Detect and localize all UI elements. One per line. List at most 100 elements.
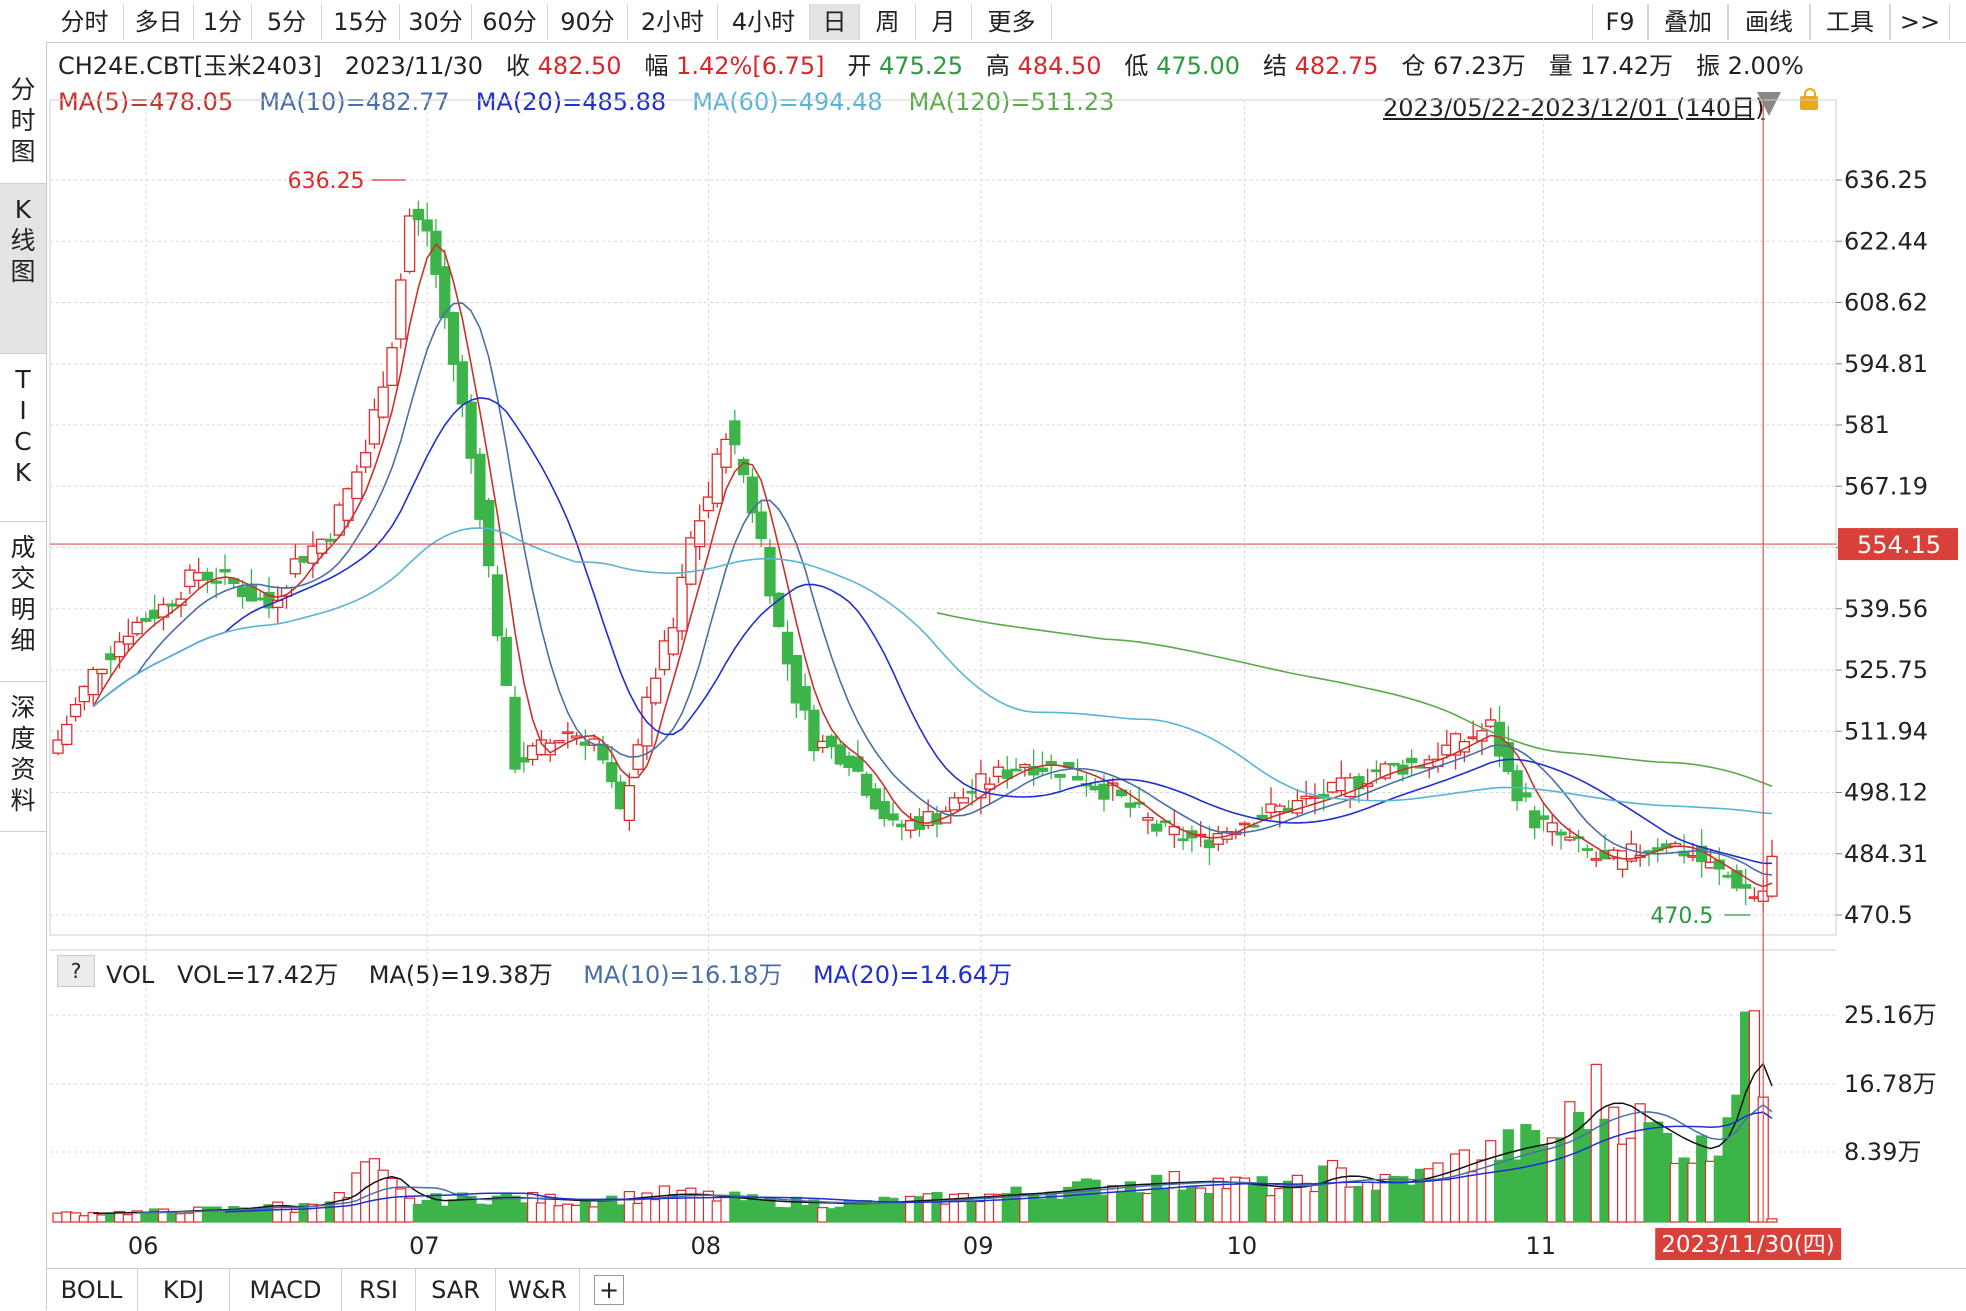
tool-3[interactable]: 工具 (1810, 4, 1890, 40)
candle-body (553, 739, 565, 744)
indicator-tab-6[interactable]: + (594, 1275, 624, 1305)
candle-body (1379, 763, 1391, 779)
indicator-tab-3[interactable]: RSI (342, 1269, 416, 1311)
indicator-tab-4[interactable]: SAR (416, 1269, 496, 1311)
period-9[interactable]: 4小时 (718, 4, 810, 40)
candle-body (1133, 801, 1145, 805)
candle-body (1124, 802, 1136, 808)
kline-chart[interactable]: 636.25 622.44 608.62 594.81 581 567.19 539.56 5… (0, 0, 1966, 1268)
candle-body (324, 538, 337, 542)
month-label: 08 (690, 1232, 721, 1260)
candle-body (509, 696, 521, 770)
period-8[interactable]: 2小时 (628, 4, 718, 40)
candle-body (711, 453, 723, 504)
candle-body (210, 580, 222, 584)
period-4[interactable]: 15分 (322, 4, 400, 40)
candle-body (1555, 831, 1567, 836)
candle-body (861, 773, 873, 796)
candle-body (307, 545, 319, 564)
candle-body (1537, 815, 1550, 820)
candle-body (483, 499, 495, 567)
candle-body (113, 641, 126, 658)
candle-body (887, 813, 899, 821)
low-value: 475.00 (1156, 52, 1241, 80)
indicator-tab-1[interactable]: KDJ (138, 1269, 230, 1311)
candle-body (368, 409, 381, 445)
candle-body (474, 453, 486, 520)
tool-1[interactable]: 叠加 (1648, 4, 1728, 40)
tool-2[interactable]: 画线 (1728, 4, 1810, 40)
candle-body (456, 361, 468, 405)
vol-ma-line (137, 1103, 1773, 1214)
period-5[interactable]: 30分 (400, 4, 472, 40)
ma-legend-4: MA(120)=511.23 (908, 88, 1115, 116)
candle-body (544, 742, 556, 756)
period-11[interactable]: 周 (860, 4, 916, 40)
candle-body (1581, 848, 1594, 851)
period-7[interactable]: 90分 (548, 4, 628, 40)
candle-body (1151, 823, 1163, 832)
tool-0[interactable]: F9 (1592, 4, 1648, 40)
period-6[interactable]: 60分 (472, 4, 548, 40)
candle-body (1546, 822, 1558, 833)
candle-body (1054, 773, 1066, 778)
left-tab-0[interactable]: 分时图 (0, 64, 46, 184)
period-1[interactable]: 多日 (124, 4, 194, 40)
month-label: 11 (1525, 1232, 1556, 1260)
ma-legend-2: MA(20)=485.88 (475, 88, 667, 116)
candle-body (834, 744, 846, 765)
candle-body (773, 592, 785, 627)
help-icon[interactable]: ? (57, 955, 95, 987)
candle-body (201, 571, 214, 581)
period-3[interactable]: 5分 (252, 4, 322, 40)
price-tick: 539.56 (1844, 595, 1928, 623)
crosshair-price-box (1838, 528, 1958, 561)
candle-body (96, 668, 108, 675)
low-annotation: 470.5 (1650, 904, 1713, 929)
candle-body (447, 312, 460, 365)
period-2[interactable]: 1分 (194, 4, 252, 40)
candle-body (491, 574, 504, 637)
ma20-line (92, 396, 1772, 865)
candle-body (1502, 741, 1514, 773)
period-0[interactable]: 分时 (46, 4, 124, 40)
candle-body (316, 538, 328, 554)
vol-ma10: MA(10)=16.18万 (583, 961, 783, 989)
change-value: 1.42%[6.75] (676, 52, 825, 80)
left-tab-3[interactable]: 成交明细 (0, 522, 46, 682)
period-13[interactable]: 更多 (972, 4, 1052, 40)
candle-body (658, 640, 671, 671)
dropdown-triangle-icon[interactable] (1757, 92, 1781, 116)
candle-body (1098, 783, 1110, 800)
candle-body (808, 709, 820, 752)
candle-body (984, 783, 996, 790)
candle-body (439, 266, 451, 319)
candle-body (957, 797, 969, 804)
candle-body (1256, 814, 1268, 819)
candle-body (781, 631, 794, 665)
quote-line: CH24E.CBT[玉米2403] 2023/11/30 收 482.50 幅 … (58, 46, 1804, 81)
lock-shackle (1804, 88, 1816, 99)
candle-body (465, 401, 477, 459)
tool-4[interactable]: >> (1890, 4, 1950, 40)
period-10[interactable]: 日 (810, 4, 860, 40)
quote-date: 2023/11/30 (344, 52, 484, 80)
indicator-tab-0[interactable]: BOLL (46, 1269, 138, 1311)
ma-legend: MA(5)=478.05 MA(10)=482.77 MA(20)=485.88 MA… (58, 88, 1140, 116)
left-tab-4[interactable]: 深度资料 (0, 682, 46, 832)
vol-ma-line (93, 1062, 1773, 1215)
candle-body (131, 621, 143, 635)
candle-body (87, 668, 99, 696)
indicator-tab-5[interactable]: W&R (496, 1269, 580, 1311)
month-label: 10 (1227, 1232, 1258, 1260)
candle-body (562, 731, 574, 735)
period-toolbar: 分时 多日 1分 5分 15分 30分 60分 90分 2小时 4小时日周月更多 F9 叠加 画线 工具 >… (0, 0, 1966, 43)
indicator-tab-2[interactable]: MACD (230, 1269, 342, 1311)
ma120-line (936, 612, 1773, 787)
period-12[interactable]: 月 (916, 4, 972, 40)
symbol: CH24E.CBT[玉米2403] (58, 52, 322, 80)
date-range-label[interactable]: 2023/05/22-2023/12/01 (140日) (1383, 94, 1765, 122)
candle-body (685, 537, 697, 585)
